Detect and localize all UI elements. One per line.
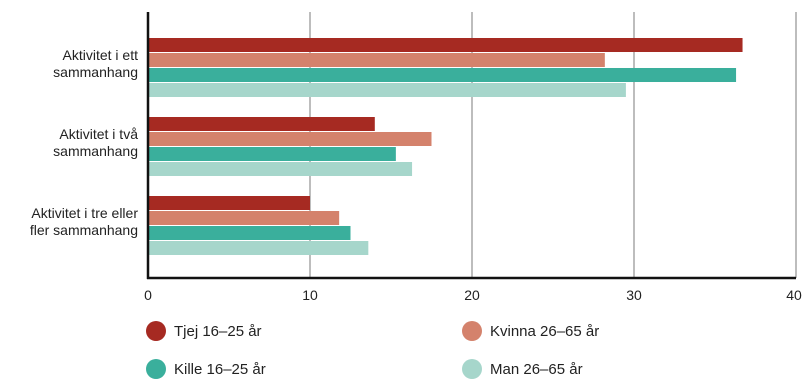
tick-labels: 0 10 20 30 40 bbox=[144, 287, 802, 303]
category-label: Aktivitet i två sammanhang bbox=[53, 126, 138, 159]
bar bbox=[148, 211, 340, 225]
category-label: Aktivitet i ett sammanhang bbox=[53, 47, 138, 80]
axes bbox=[146, 12, 796, 280]
bar bbox=[148, 162, 413, 176]
x-tick-label: 0 bbox=[144, 287, 152, 303]
bar bbox=[148, 241, 369, 255]
bar bbox=[148, 38, 743, 52]
category-label: Aktivitet i tre eller fler sammanhang bbox=[30, 205, 139, 238]
bar bbox=[148, 196, 310, 210]
bar bbox=[148, 68, 737, 82]
bar bbox=[148, 132, 432, 146]
x-tick-label: 40 bbox=[786, 287, 802, 303]
bar bbox=[148, 147, 396, 161]
bar bbox=[148, 226, 351, 240]
bars bbox=[148, 38, 743, 255]
bar bbox=[148, 117, 375, 131]
x-tick-label: 20 bbox=[464, 287, 480, 303]
x-tick-label: 10 bbox=[302, 287, 318, 303]
x-tick-label: 30 bbox=[626, 287, 642, 303]
bar bbox=[148, 83, 626, 97]
category-labels: Aktivitet i ett sammanhang Aktivitet i två… bbox=[30, 47, 139, 238]
bar bbox=[148, 53, 605, 67]
